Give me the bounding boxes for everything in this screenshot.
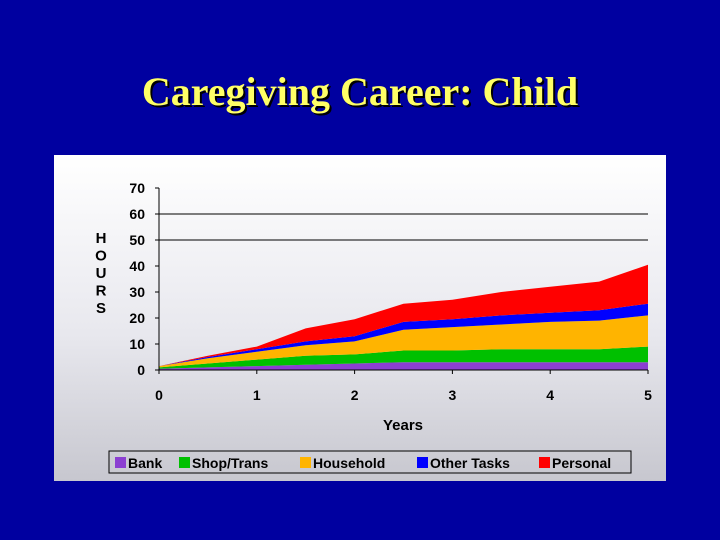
x-tick-labels: 0 1 2 3 4 5 <box>155 387 652 403</box>
legend-label: Bank <box>128 455 162 471</box>
x-tick-label-1: 1 <box>253 387 261 403</box>
legend-swatch <box>300 457 311 468</box>
legend-label: Household <box>313 455 385 471</box>
x-tick-label-3: 3 <box>449 387 457 403</box>
legend-item-bank: Bank <box>115 455 162 471</box>
y-tick-label-50: 50 <box>129 232 145 248</box>
y-tick-label-70: 70 <box>129 180 145 196</box>
grid-lines <box>159 213 648 241</box>
legend-label: Other Tasks <box>430 455 510 471</box>
y-axis-title-letter: R <box>96 283 107 300</box>
x-tick-label-0: 0 <box>155 387 163 403</box>
y-axis-title-letter: O <box>95 248 107 265</box>
area-series <box>159 264 648 370</box>
legend-label: Personal <box>552 455 611 471</box>
y-axis-title-letter: U <box>96 265 107 282</box>
y-tick-label-20: 20 <box>129 310 145 326</box>
area-household <box>159 315 648 368</box>
legend-item-shop-trans: Shop/Trans <box>179 455 268 471</box>
legend-swatch <box>115 457 126 468</box>
x-tick-label-2: 2 <box>351 387 359 403</box>
area-other-tasks <box>159 303 648 367</box>
area-personal <box>159 264 648 367</box>
area-bank <box>159 362 648 370</box>
legend-item-other-tasks: Other Tasks <box>417 455 510 471</box>
y-tick-label-0: 0 <box>137 362 145 378</box>
y-axis-title-letter: H <box>96 230 107 247</box>
slide-title: Caregiving Career: Child <box>141 69 579 114</box>
legend-swatch <box>417 457 428 468</box>
area-shop-trans <box>159 346 648 369</box>
legend-box <box>108 450 632 474</box>
legend-item-household: Household <box>300 455 385 471</box>
legend-item-personal: Personal <box>539 455 611 471</box>
y-tick-label-40: 40 <box>129 258 145 274</box>
legend-label: Shop/Trans <box>192 455 268 471</box>
y-axis-title-letter: S <box>96 300 106 317</box>
legend-swatch <box>179 457 190 468</box>
x-tick-label-4: 4 <box>546 387 554 403</box>
y-tick-label-10: 10 <box>129 336 145 352</box>
y-tick-label-60: 60 <box>129 206 145 222</box>
x-axis-title: Years <box>383 417 423 434</box>
axes <box>155 187 649 374</box>
y-tick-labels: 0 10 20 30 40 50 60 70 <box>129 180 145 378</box>
legend-swatch <box>539 457 550 468</box>
y-tick-label-30: 30 <box>129 284 145 300</box>
legend: Bank Shop/Trans Household Other Tasks Person… <box>108 450 632 474</box>
x-tick-label-5: 5 <box>644 387 652 403</box>
